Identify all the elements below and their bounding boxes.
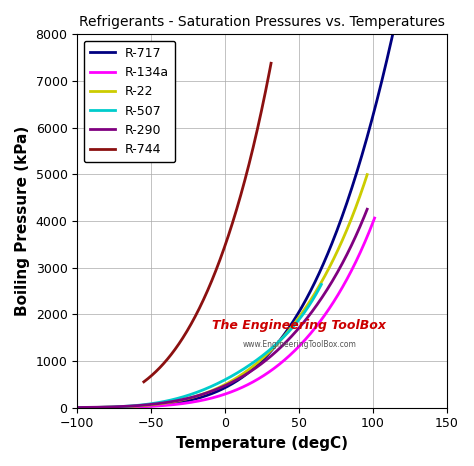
Y-axis label: Boiling Pressure (kPa): Boiling Pressure (kPa) [15,126,30,316]
R-134a [262,372,267,378]
R-507 [74,405,80,411]
R-22 [285,329,291,334]
R-22 [189,395,195,400]
R-290 [189,395,195,400]
R-290 [257,362,263,368]
R-744 [268,61,274,66]
R-134a [372,215,377,221]
R-22 [365,172,370,178]
R-290 [169,399,174,404]
R-134a [289,350,295,356]
Line: R-22: R-22 [77,175,367,408]
R-22 [169,399,174,405]
R-717 [383,61,389,66]
R-290 [365,206,370,212]
R-744 [182,331,188,337]
R-134a [74,405,80,411]
R-717 [211,390,217,396]
R-717 [390,33,395,38]
Line: R-507: R-507 [77,284,321,408]
Text: www.EngineeringToolBox.com: www.EngineeringToolBox.com [242,340,356,349]
R-22 [284,330,290,336]
R-744 [233,210,238,215]
Line: R-290: R-290 [77,209,367,408]
R-507 [154,400,160,406]
Line: R-744: R-744 [144,63,271,382]
Line: R-717: R-717 [111,35,392,407]
R-507 [228,374,234,379]
R-744 [156,365,162,371]
R-717 [109,404,114,410]
R-717 [204,393,210,398]
R-744 [234,208,239,213]
R-134a [171,402,177,407]
R-290 [109,404,115,410]
X-axis label: Temperature (degC): Temperature (degC) [176,436,348,451]
R-134a [192,399,198,404]
Title: Refrigerants - Saturation Pressures vs. Temperatures: Refrigerants - Saturation Pressures vs. … [79,15,445,29]
R-744 [141,379,146,384]
R-744 [191,315,197,321]
Legend: R-717, R-134a, R-22, R-507, R-290, R-744: R-717, R-134a, R-22, R-507, R-290, R-744 [83,41,175,162]
R-507 [104,404,109,410]
R-717 [311,281,317,287]
Text: The Engineering ToolBox: The Engineering ToolBox [212,319,386,332]
R-290 [74,405,80,411]
R-507 [319,281,324,287]
R-717 [347,189,353,195]
R-22 [109,404,115,410]
Line: R-134a: R-134a [77,218,374,408]
R-22 [74,405,80,411]
R-290 [284,339,290,344]
R-134a [110,404,116,410]
R-507 [171,397,177,402]
R-507 [252,359,257,364]
R-134a [291,349,296,355]
R-507 [251,360,256,365]
R-717 [127,404,133,410]
R-290 [285,337,291,343]
R-22 [257,358,263,363]
R-744 [221,246,227,252]
